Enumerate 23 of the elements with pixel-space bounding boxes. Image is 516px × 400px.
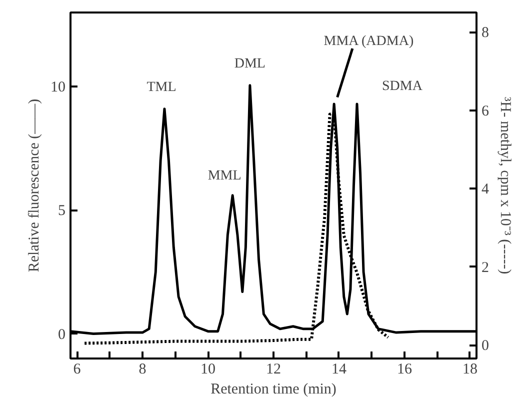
- x-tick-label: 6: [73, 362, 82, 378]
- y2-tick-label: 6: [482, 103, 490, 120]
- y2-axis-title: ³H- methyl, cpm x 10⁻³ (-----): [497, 96, 513, 274]
- annotation: MML: [208, 168, 242, 184]
- y-tick-label: 0: [58, 326, 66, 343]
- x-tick-label: 12: [266, 362, 281, 378]
- x-tick-label: 18: [462, 362, 478, 378]
- y-axis-title: Relative fluorescence (——): [26, 98, 42, 272]
- x-axis-title: Retention time (min): [210, 382, 336, 398]
- y2-tick-label: 8: [482, 25, 489, 42]
- x-tick-label: 10: [200, 362, 216, 378]
- x-tick-label: 16: [396, 362, 412, 378]
- y-tick-label: 10: [50, 80, 66, 96]
- annotation: DML: [234, 56, 266, 72]
- x-tick-label: 8: [138, 362, 146, 378]
- x-tick-label: 14: [331, 362, 347, 378]
- annotation: MMA (ADMA): [324, 34, 414, 49]
- y2-tick-label: 2: [482, 260, 489, 276]
- y2-tick-label: 0: [482, 338, 489, 354]
- annotation: TML: [146, 80, 176, 95]
- y-tick-label: 5: [58, 203, 66, 220]
- annotation: SDMA: [382, 78, 424, 94]
- y2-tick-label: 4: [482, 182, 490, 198]
